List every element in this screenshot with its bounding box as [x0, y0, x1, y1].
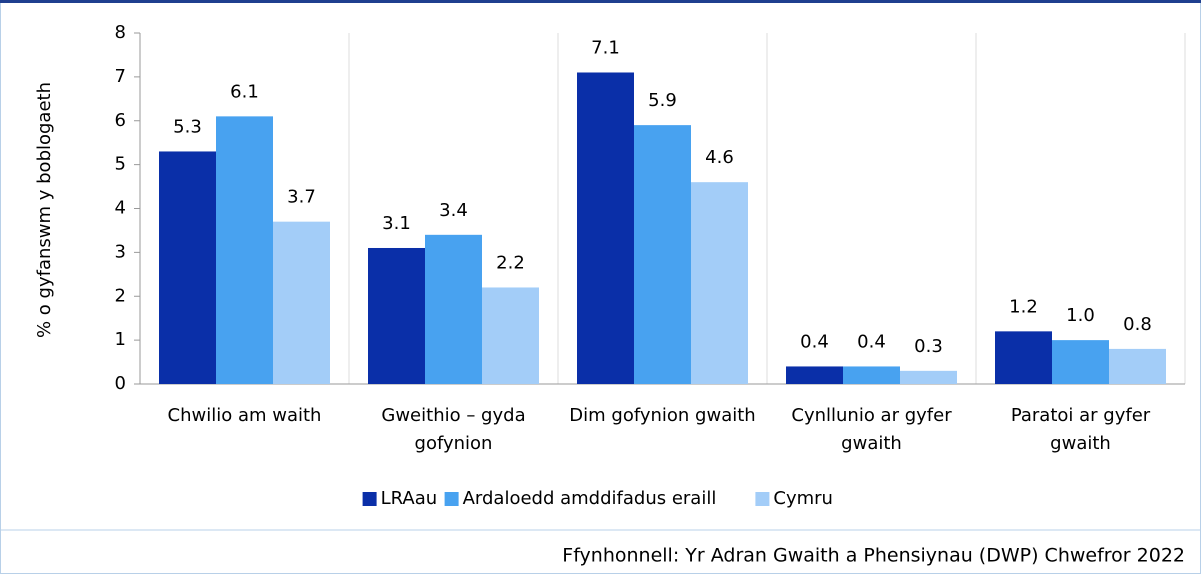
x-tick-label: Cynllunio ar gyfer gwaith	[791, 405, 952, 454]
bar	[1109, 348, 1166, 384]
value-label: 2.2	[496, 252, 525, 273]
top-border	[0, 0, 1201, 3]
x-tick-label: Paratoi ar gyfer gwaith	[1010, 405, 1151, 454]
value-label: 0.8	[1123, 314, 1152, 335]
y-tick-label: 4	[115, 198, 126, 219]
y-tick-label: 2	[115, 285, 126, 306]
bar	[482, 287, 539, 384]
y-tick-label: 0	[115, 373, 126, 394]
x-tick-label: Dim gofynion gwaith	[569, 405, 756, 426]
value-label: 1.0	[1066, 305, 1095, 326]
bar	[1052, 340, 1109, 384]
bar	[995, 331, 1052, 384]
bar	[273, 221, 330, 384]
y-tick-label: 8	[115, 22, 126, 43]
bar	[577, 72, 634, 385]
value-label: 1.2	[1009, 296, 1038, 317]
value-label: 7.1	[591, 37, 620, 58]
y-tick-label: 1	[115, 329, 126, 350]
source: Ffynhonnell: Yr Adran Gwaith a Phensiyna…	[562, 545, 1185, 567]
x-tick-label: Chwilio am waith	[167, 405, 322, 426]
bar	[368, 247, 425, 384]
legend-label: Cymru	[773, 488, 833, 509]
legend-swatch	[362, 492, 377, 506]
value-label: 4.6	[705, 147, 734, 168]
bar	[634, 125, 691, 384]
value-label: 5.3	[173, 116, 202, 137]
y-tick-label: 7	[115, 66, 126, 87]
bar	[900, 370, 957, 384]
legend-swatch	[755, 492, 770, 506]
value-label: 5.9	[648, 90, 677, 111]
y-tick-label: 6	[115, 110, 126, 131]
legend-label: LRAau	[381, 488, 438, 509]
value-label: 3.4	[439, 200, 468, 221]
bar	[159, 151, 216, 384]
legend-swatch	[444, 492, 459, 506]
y-axis-label: % o gyfanswm y boblogaeth	[34, 82, 55, 338]
legend-label: Ardaloedd amddifadus eraill	[463, 488, 717, 509]
value-label: 6.1	[230, 81, 259, 102]
value-label: 3.7	[287, 187, 316, 208]
value-label: 3.1	[382, 213, 411, 234]
bar	[843, 366, 900, 384]
bar	[786, 366, 843, 384]
value-label: 0.3	[914, 336, 943, 357]
x-tick-label: Gweithio – gyda gofynion	[381, 405, 526, 454]
bar	[216, 116, 273, 385]
bar	[425, 234, 482, 384]
y-tick-label: 5	[115, 154, 126, 175]
value-label: 0.4	[857, 331, 886, 352]
y-tick-label: 3	[115, 241, 126, 262]
bar	[691, 182, 748, 384]
value-label: 0.4	[800, 331, 829, 352]
